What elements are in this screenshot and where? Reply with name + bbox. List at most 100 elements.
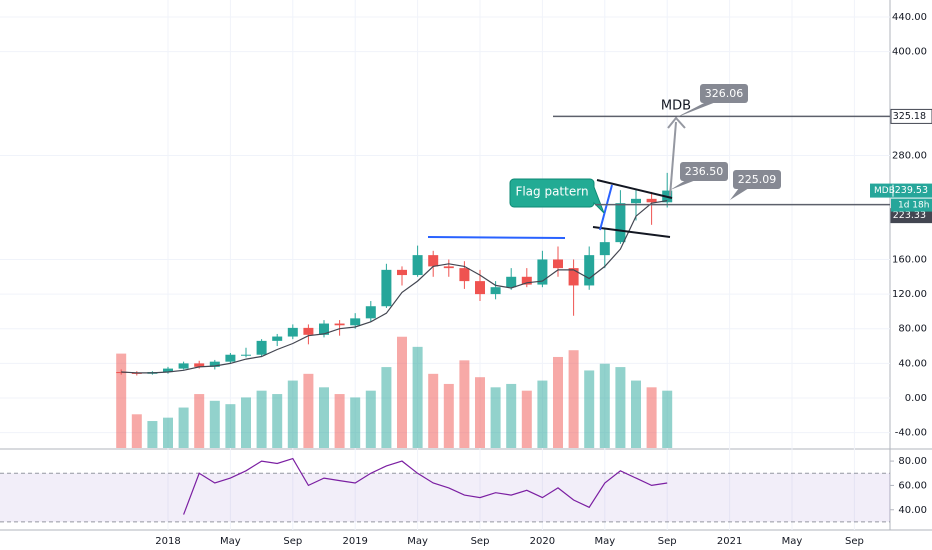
x-tick-label: 2021: [717, 536, 742, 547]
volume-bar: [568, 350, 579, 448]
callout-box: [509, 178, 605, 214]
flag-pole: [599, 184, 613, 231]
volume-bar: [397, 336, 407, 448]
annotation-text: Flag pattern: [515, 185, 588, 199]
callout-box: [700, 84, 748, 103]
volume-bar: [537, 380, 548, 448]
y-tick-label: 40.00: [898, 358, 927, 369]
volume-bar: [381, 367, 392, 448]
volume-bar: [365, 390, 376, 448]
rsi-band: [0, 473, 890, 522]
candle-body: [615, 203, 626, 243]
callout-label: 225.09: [738, 173, 777, 186]
candle-body: [459, 268, 470, 282]
volume-bar: [131, 414, 142, 448]
volume-bar: [428, 373, 439, 448]
candle-body: [194, 363, 205, 367]
candle-body: [397, 269, 407, 276]
volume-bar: [490, 387, 501, 448]
x-tick-label: 2018: [155, 536, 180, 547]
volume-bar: [615, 367, 626, 448]
volume-bar: [443, 383, 454, 448]
volume-bar: [631, 380, 641, 448]
x-tick-label: Sep: [471, 536, 490, 547]
candle-body: [521, 276, 532, 285]
symbol-tag: MDB: [874, 186, 895, 196]
x-tick-label: May: [594, 536, 615, 547]
callout-pointer: [675, 102, 716, 118]
volume-bar: [350, 397, 361, 448]
volume-bar: [209, 400, 220, 448]
price-label: 325.18: [893, 111, 926, 122]
callout-label: 326.06: [705, 87, 744, 100]
candle-body: [287, 327, 298, 337]
y-tick-label: 120.00: [892, 289, 927, 300]
candle-body: [537, 259, 548, 285]
symbol-label: MDB: [661, 99, 691, 114]
volume-bar: [225, 404, 236, 448]
candle-body: [443, 266, 454, 269]
x-tick-label: May: [407, 536, 428, 547]
candle-body: [553, 259, 563, 269]
flag-lower: [592, 226, 671, 238]
plot-area: [0, 0, 890, 530]
candle-body: [584, 255, 595, 286]
x-tick-label: Sep: [845, 536, 864, 547]
flag-upper: [596, 179, 673, 199]
volume-bar: [194, 394, 205, 448]
candle-body: [568, 268, 579, 286]
candle-body: [241, 354, 251, 356]
volume-bar: [599, 363, 610, 448]
last-price: 239.53: [895, 185, 928, 196]
candle-body: [163, 368, 173, 373]
candle-body: [350, 318, 361, 326]
volume-bar: [319, 387, 329, 448]
y-tick-label: 400.00: [892, 47, 927, 58]
last-price-box: [870, 183, 932, 198]
volume-bar: [303, 373, 314, 448]
y-tick-label: 160.00: [892, 254, 927, 265]
resistance-line: [427, 236, 566, 239]
callout-box: [733, 170, 781, 189]
rsi-tick-label: 60.00: [898, 480, 927, 491]
rsi-line: [183, 457, 668, 515]
candle-body: [319, 323, 329, 335]
volume-bar: [287, 380, 298, 448]
volume-bar: [116, 353, 127, 448]
price-label-box: [890, 108, 932, 124]
candle-body: [381, 269, 392, 307]
x-tick-label: May: [220, 536, 241, 547]
flag-callout: Flag pattern: [509, 178, 605, 214]
candle-body: [178, 363, 189, 369]
volume-bar: [521, 390, 532, 448]
candle-body: [334, 323, 345, 326]
price-label: 223.33: [893, 210, 926, 221]
candle-body: [272, 336, 283, 341]
volume-bar: [584, 370, 595, 448]
callout-pointer: [670, 180, 696, 190]
candle-body: [365, 306, 376, 319]
volume-bar: [147, 421, 158, 448]
x-tick-label: May: [782, 536, 803, 547]
volume-bar: [256, 390, 267, 448]
candle-body: [506, 276, 517, 288]
callout-pointer: [730, 188, 749, 200]
volume-bar: [272, 394, 283, 448]
volume-bar: [459, 360, 470, 448]
volume-bar: [163, 417, 173, 448]
candle-body: [428, 255, 439, 267]
countdown: 1d 18h: [898, 201, 929, 211]
arrow-head: [667, 116, 686, 129]
x-tick-label: Sep: [283, 536, 302, 547]
target-arrow: [669, 121, 677, 197]
callout-label: 236.50: [685, 165, 724, 178]
candle-body: [303, 327, 314, 335]
y-tick-label: 0.00: [905, 393, 927, 404]
countdown-box: [891, 198, 932, 212]
volume-bar: [646, 387, 657, 448]
rsi-tick-label: 40.00: [898, 505, 927, 516]
y-tick-label: -40.00: [895, 428, 927, 439]
candle-body: [646, 198, 657, 203]
rsi-tick-label: 80.00: [898, 456, 927, 467]
